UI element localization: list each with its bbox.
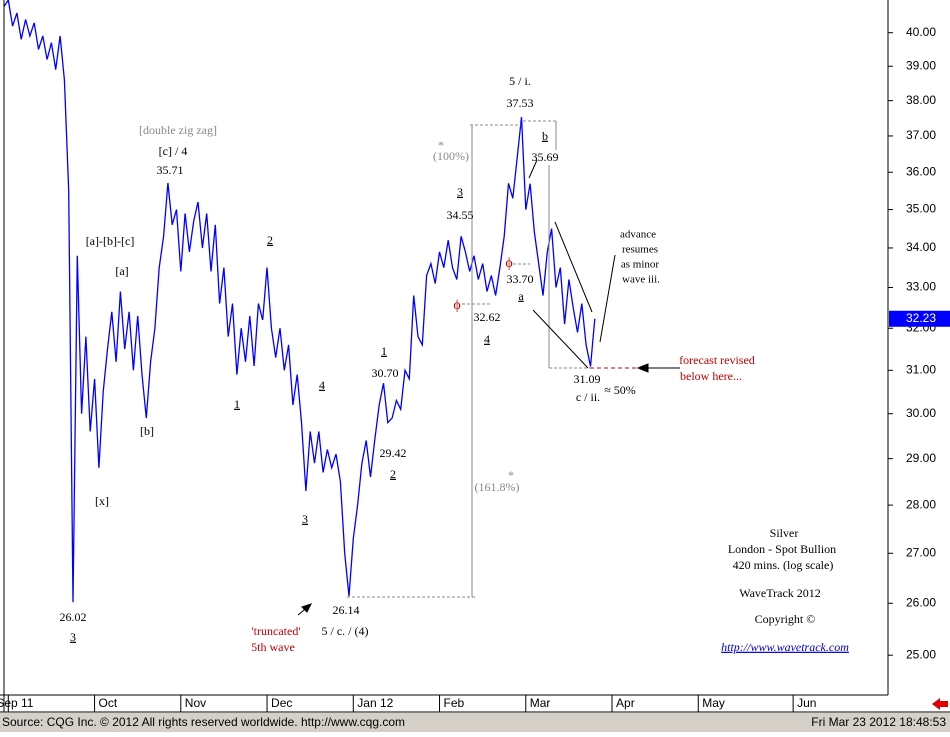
y-tick-label: 29.00 — [906, 451, 936, 465]
annotation: 4 — [319, 378, 325, 392]
annotation: b — [542, 129, 548, 143]
footer-text: Source: CQG Inc. © 2012 All rights reser… — [2, 715, 405, 729]
annotation: 35.69 — [532, 150, 559, 164]
annotation: * — [508, 468, 514, 482]
x-tick-label: Dec — [271, 696, 292, 710]
annotation: [c] / 4 — [159, 144, 188, 158]
trend-line — [599, 254, 616, 343]
annotation: 33.70 — [507, 272, 534, 286]
annotation: 5th wave — [251, 640, 295, 654]
annotation: wave iii. — [622, 274, 660, 286]
annotation: 37.53 — [507, 96, 534, 110]
x-tick-label: Oct — [99, 696, 118, 710]
annotation: [double zig zag] — [139, 123, 217, 137]
y-tick-label: 31.00 — [906, 362, 936, 376]
annotation: [b] — [140, 424, 154, 438]
annotation: 3 — [302, 512, 308, 526]
x-tick-label: Apr — [616, 696, 635, 710]
annotation: 3 — [70, 630, 76, 644]
annotation: 34.55 — [447, 208, 474, 222]
x-tick-label: Mar — [530, 696, 551, 710]
x-tick-label: May — [702, 696, 725, 710]
annotation: (100%) — [433, 149, 469, 163]
annotation: a — [518, 289, 524, 303]
scroll-arrow[interactable] — [932, 698, 948, 710]
y-tick-label: 30.00 — [906, 406, 936, 420]
annotation: 26.14 — [333, 603, 360, 617]
legend-block: Silver London - Spot Bullion 420 mins. (… — [721, 526, 849, 654]
annotation: advance — [620, 229, 656, 241]
y-tick-label: 27.00 — [906, 545, 936, 559]
annotation: 'truncated' — [252, 624, 301, 638]
info-text: 420 mins. (log scale) — [733, 558, 834, 572]
annotations: 26.02 3 [x] [a]-[b]-[c] [a] [b] [double … — [60, 74, 755, 654]
annotation: 5 / i. — [509, 74, 531, 88]
x-tick-label: Jun — [797, 696, 816, 710]
annotation: 5 / c. / (4) — [322, 624, 369, 638]
annotation: 4 — [484, 332, 490, 346]
info-text: London - Spot Bullion — [728, 542, 836, 556]
trend-line — [528, 159, 538, 179]
footer-text: Fri Mar 23 2012 18:48:53 — [811, 715, 946, 729]
x-tick-label: Nov — [185, 696, 206, 710]
annotation: 26.02 — [60, 610, 87, 624]
plot-area — [3, 0, 596, 603]
annotation: 30.70 — [372, 366, 399, 380]
annotation: * — [438, 138, 444, 152]
annotation: ≈ 50% — [604, 383, 636, 397]
annotation: [a] — [115, 264, 128, 278]
y-tick-label: 33.00 — [906, 280, 936, 294]
y-tick-label: 35.00 — [906, 202, 936, 216]
info-text: Silver — [770, 526, 799, 540]
annotation: 3 — [457, 185, 463, 199]
annotation: c / ii. — [576, 390, 600, 404]
annotation: below here... — [680, 369, 742, 383]
info-text: WaveTrack 2012 — [739, 586, 821, 600]
annotation: resumes — [622, 244, 658, 256]
annotation: [a]-[b]-[c] — [86, 234, 135, 248]
trend-line — [554, 221, 593, 313]
trend-lines — [297, 159, 680, 616]
annotation: 1 — [381, 344, 387, 358]
x-tick-label: Feb — [444, 696, 465, 710]
annotation: 32.62 — [474, 310, 501, 324]
y-tick-label: 37.00 — [906, 128, 936, 142]
annotation: 2 — [390, 467, 396, 481]
y-tick-label: 39.00 — [906, 58, 936, 72]
annotation: (161.8%) — [475, 480, 520, 494]
y-tick-label: 40.00 — [906, 25, 936, 39]
annotation: ϕ — [453, 298, 460, 313]
price-line — [3, 0, 596, 603]
last-price-box — [889, 310, 950, 327]
annotation: 2 — [267, 233, 273, 247]
y-tick-label: 38.00 — [906, 93, 936, 107]
y-tick-label: 25.00 — [906, 647, 936, 661]
y-tick-label: 34.00 — [906, 240, 936, 254]
link[interactable]: http://www.wavetrack.com — [721, 640, 849, 654]
annotation: [x] — [95, 494, 109, 508]
annotation: 29.42 — [380, 446, 407, 460]
guides — [347, 120, 590, 598]
y-tick-label: 36.00 — [906, 164, 936, 178]
annotation: 1 — [234, 397, 240, 411]
annotation: forecast revised — [679, 353, 755, 367]
arrow-head — [636, 363, 649, 373]
annotation: as minor — [621, 259, 660, 271]
x-tick-label: Sep 11 — [0, 696, 34, 710]
annotation: 31.09 — [574, 372, 601, 386]
x-tick-label: Jan 12 — [357, 696, 393, 710]
y-tick-label: 26.00 — [906, 595, 936, 609]
y-tick-label: 28.00 — [906, 497, 936, 511]
footer-bar — [0, 713, 950, 732]
arrow-head — [301, 603, 312, 613]
annotation: 35.71 — [157, 163, 184, 177]
last-price-label: 32.23 — [906, 311, 936, 325]
annotation: ϕ — [505, 256, 512, 271]
trend-line — [532, 309, 589, 369]
info-text: Copyright © — [755, 612, 816, 626]
